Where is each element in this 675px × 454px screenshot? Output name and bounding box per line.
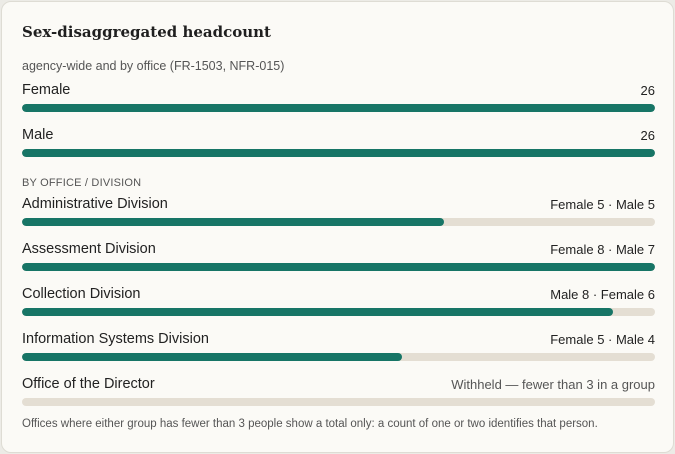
row-value: Female 8 · Male 7	[550, 242, 655, 257]
bar-fill	[22, 218, 445, 226]
row-label: Information Systems Division	[22, 331, 209, 347]
row-label: Female	[22, 82, 71, 98]
bar-track	[22, 353, 655, 361]
overall-row-female: Female 26	[22, 82, 655, 122]
bar-track	[22, 104, 655, 112]
row-value: 26	[640, 83, 655, 98]
bar-track	[22, 398, 655, 406]
row-value: Female 5 · Male 5	[550, 197, 655, 212]
bar-fill	[22, 308, 613, 316]
footnote: Offices where either group has fewer tha…	[22, 418, 598, 430]
row-value: 26	[640, 128, 655, 143]
row-value-withheld: Withheld — fewer than 3 in a group	[451, 377, 655, 392]
row-label: Office of the Director	[22, 376, 155, 392]
row-value: Female 5 · Male 4	[550, 332, 655, 347]
bar-fill	[22, 149, 655, 157]
bar-track	[22, 149, 655, 157]
row-label: Assessment Division	[22, 241, 156, 257]
office-row-assessment: Assessment Division Female 8 · Male 7	[22, 241, 655, 281]
office-row-information-systems: Information Systems Division Female 5 · …	[22, 331, 655, 371]
office-row-collection: Collection Division Male 8 · Female 6	[22, 286, 655, 326]
row-label: Administrative Division	[22, 196, 168, 212]
section-label: BY OFFICE / DIVISION	[22, 177, 142, 189]
bar-fill	[22, 263, 655, 271]
bar-track	[22, 308, 655, 316]
overall-row-male: Male 26	[22, 127, 655, 167]
bar-fill	[22, 104, 655, 112]
row-label: Male	[22, 127, 54, 143]
bar-track	[22, 218, 655, 226]
office-row-administrative: Administrative Division Female 5 · Male …	[22, 196, 655, 236]
bar-track	[22, 263, 655, 271]
row-value: Male 8 · Female 6	[550, 287, 655, 302]
row-label: Collection Division	[22, 286, 141, 302]
bar-fill	[22, 353, 402, 361]
card-title: Sex-disaggregated headcount	[22, 23, 271, 41]
card-subtitle: agency-wide and by office (FR-1503, NFR-…	[22, 59, 285, 73]
office-row-director: Office of the Director Withheld — fewer …	[22, 376, 655, 416]
